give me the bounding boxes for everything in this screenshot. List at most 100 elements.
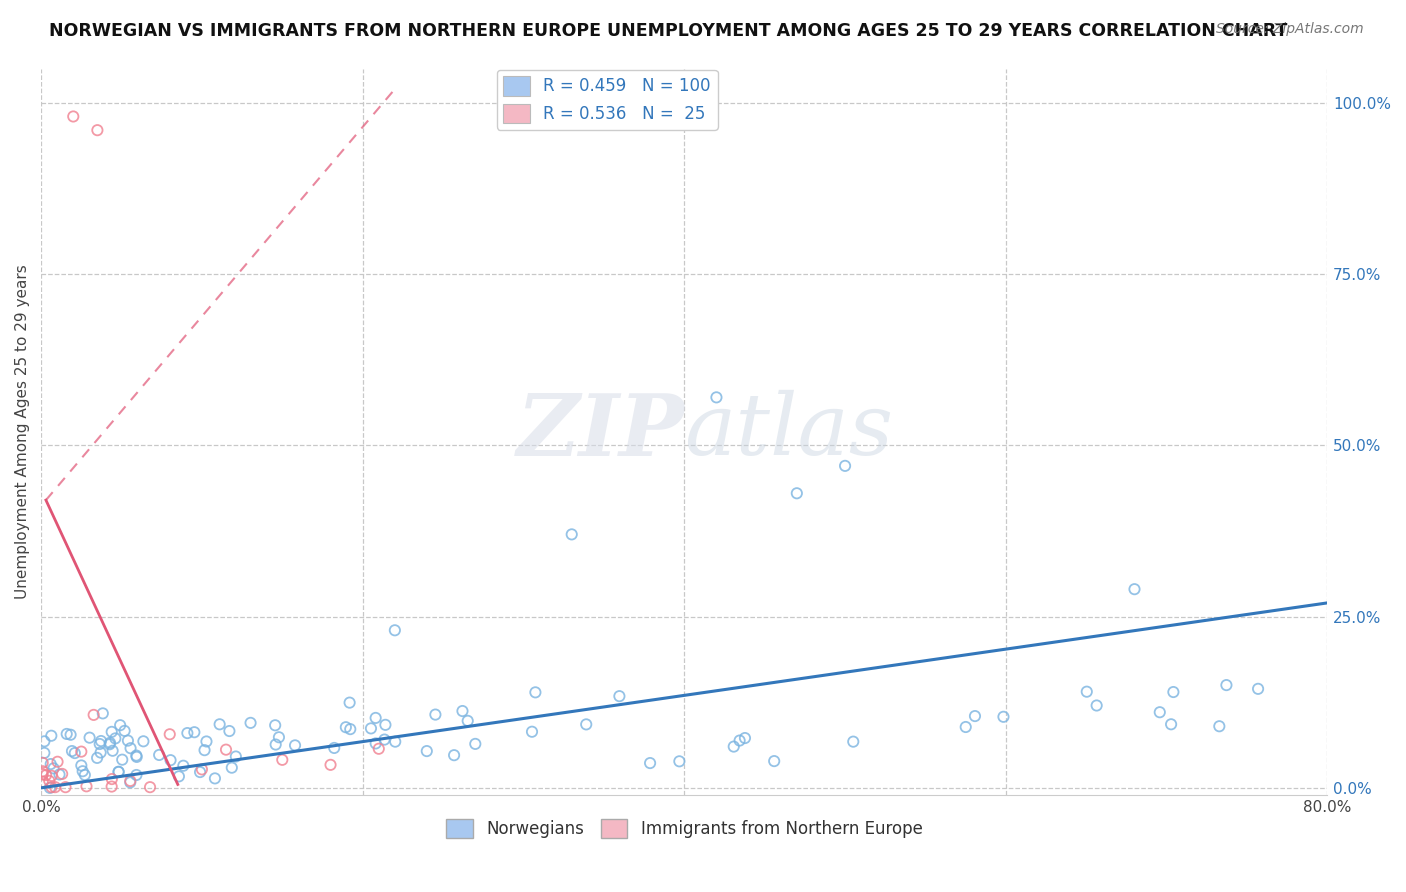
Point	[1208, 719, 1230, 733]
Point	[120, 741, 142, 756]
Point	[31, 756, 53, 770]
Point	[125, 768, 148, 782]
Point	[159, 727, 181, 741]
Point	[107, 764, 129, 779]
Point	[193, 743, 215, 757]
Point	[763, 754, 786, 768]
Point	[111, 753, 134, 767]
Point	[139, 780, 162, 794]
Text: NORWEGIAN VS IMMIGRANTS FROM NORTHERN EUROPE UNEMPLOYMENT AMONG AGES 25 TO 29 YE: NORWEGIAN VS IMMIGRANTS FROM NORTHERN EU…	[49, 22, 1288, 40]
Point	[955, 720, 977, 734]
Point	[72, 764, 94, 779]
Point	[70, 758, 93, 772]
Point	[34, 746, 56, 760]
Point	[183, 725, 205, 739]
Point	[41, 769, 63, 783]
Point	[114, 723, 136, 738]
Point	[208, 717, 231, 731]
Point	[59, 728, 82, 742]
Point	[34, 734, 56, 748]
Point	[335, 720, 357, 734]
Point	[373, 732, 395, 747]
Point	[90, 734, 112, 748]
Point	[100, 780, 122, 794]
Point	[62, 110, 84, 124]
Point	[1149, 705, 1171, 719]
Point	[38, 780, 60, 795]
Point	[218, 724, 240, 739]
Point	[188, 765, 211, 780]
Point	[63, 746, 86, 760]
Point	[723, 739, 745, 754]
Point	[323, 741, 346, 756]
Point	[204, 772, 226, 786]
Point	[46, 755, 69, 769]
Point	[176, 726, 198, 740]
Point	[60, 744, 83, 758]
Point	[221, 761, 243, 775]
Point	[38, 773, 60, 788]
Point	[120, 775, 142, 789]
Point	[367, 741, 389, 756]
Point	[31, 764, 53, 779]
Point	[1215, 678, 1237, 692]
Point	[451, 704, 474, 718]
Point	[339, 722, 361, 736]
Point	[191, 763, 214, 777]
Point	[31, 767, 53, 781]
Point	[104, 731, 127, 746]
Point	[668, 754, 690, 768]
Point	[339, 696, 361, 710]
Point	[1123, 582, 1146, 597]
Point	[55, 780, 77, 794]
Point	[42, 761, 65, 775]
Point	[48, 767, 70, 781]
Point	[1085, 698, 1108, 713]
Point	[86, 123, 108, 137]
Text: ZIP: ZIP	[516, 390, 685, 474]
Point	[1076, 684, 1098, 698]
Point	[239, 715, 262, 730]
Point	[225, 749, 247, 764]
Point	[101, 744, 124, 758]
Point	[384, 734, 406, 748]
Point	[271, 753, 294, 767]
Point	[319, 757, 342, 772]
Point	[457, 714, 479, 728]
Point	[734, 731, 756, 745]
Point	[215, 742, 238, 756]
Point	[132, 734, 155, 748]
Point	[159, 753, 181, 767]
Point	[728, 733, 751, 747]
Point	[101, 772, 124, 786]
Point	[31, 775, 53, 789]
Point	[520, 724, 543, 739]
Point	[374, 718, 396, 732]
Point	[39, 757, 62, 772]
Point	[195, 734, 218, 748]
Point	[125, 750, 148, 764]
Point	[107, 764, 129, 779]
Point	[117, 733, 139, 747]
Point	[524, 685, 547, 699]
Point	[786, 486, 808, 500]
Point	[364, 711, 387, 725]
Point	[1247, 681, 1270, 696]
Point	[70, 745, 93, 759]
Point	[264, 718, 287, 732]
Point	[267, 731, 290, 745]
Point	[842, 734, 865, 748]
Point	[76, 780, 98, 794]
Point	[1163, 685, 1185, 699]
Point	[993, 710, 1015, 724]
Point	[79, 731, 101, 745]
Point	[100, 724, 122, 739]
Point	[706, 390, 728, 404]
Point	[41, 780, 63, 794]
Point	[108, 718, 131, 732]
Point	[98, 737, 121, 751]
Point	[73, 768, 96, 782]
Point	[384, 624, 406, 638]
Point	[120, 773, 142, 788]
Text: atlas: atlas	[685, 391, 893, 473]
